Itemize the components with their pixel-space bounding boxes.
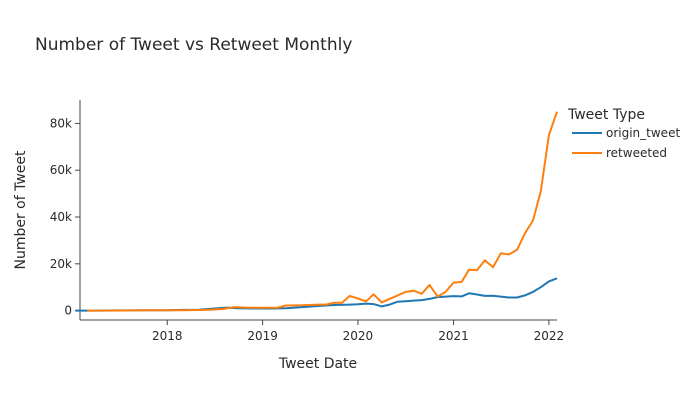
legend-items: origin_tweet retweeted	[572, 126, 680, 160]
legend: Tweet Type origin_tweet retweeted	[567, 107, 680, 160]
plot-area: 2018 2019 2020 2021 2022 0 20k 40k 60k 80k	[50, 100, 564, 343]
series-line-origin-tweet	[75, 277, 558, 312]
x-tick-label: 2022	[534, 329, 565, 343]
x-tick-label: 2021	[438, 329, 469, 343]
series-line-retweeted	[87, 111, 558, 312]
y-tick-label: 60k	[50, 163, 72, 177]
y-tick-label: 0	[64, 304, 72, 318]
x-tick-label: 2019	[247, 329, 278, 343]
x-tick-label: 2020	[343, 329, 374, 343]
y-tick-label: 20k	[50, 257, 72, 271]
chart-title: Number of Tweet vs Retweet Monthly	[35, 35, 352, 55]
y-axis-title: Number of Tweet	[13, 150, 29, 270]
y-tick-label: 40k	[50, 210, 72, 224]
x-tick-label: 2018	[152, 329, 183, 343]
legend-title: Tweet Type	[567, 107, 645, 123]
legend-label-retweeted: retweeted	[606, 146, 667, 160]
y-tick-label: 80k	[50, 116, 72, 130]
legend-label-origin-tweet: origin_tweet	[606, 126, 680, 140]
y-axis-ticks: 0 20k 40k 60k 80k	[50, 116, 80, 318]
x-axis-ticks: 2018 2019 2020 2021 2022	[152, 320, 564, 343]
x-axis-title: Tweet Date	[278, 356, 357, 372]
series-group	[75, 111, 558, 312]
